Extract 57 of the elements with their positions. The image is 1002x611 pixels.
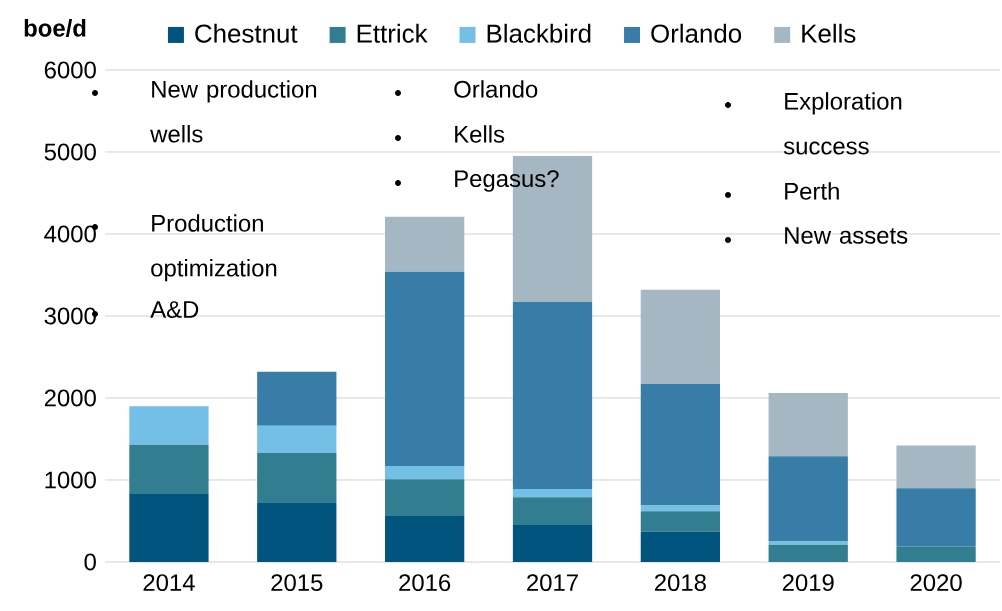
bar — [896, 488, 976, 547]
legend-label: Kells — [802, 23, 856, 43]
annotation: New assets — [785, 227, 908, 244]
bar — [257, 502, 337, 562]
bar — [640, 511, 720, 532]
bar — [385, 216, 465, 272]
y-tick-label: 6000 — [44, 61, 96, 79]
bar — [385, 466, 465, 480]
bar — [129, 493, 209, 562]
x-tick-label: 2018 — [654, 574, 706, 592]
annotation: Production optimization — [151, 214, 277, 282]
bar — [257, 452, 337, 503]
x-tick-label: 2014 — [143, 574, 195, 592]
legend-label: Chestnut — [195, 23, 298, 43]
x-tick-label: 2020 — [910, 574, 962, 592]
bar — [640, 531, 720, 562]
y-tick-label: 2000 — [44, 389, 96, 407]
bar — [640, 505, 720, 512]
bar — [385, 479, 465, 517]
bar — [512, 525, 593, 562]
annotation: Pegasus? — [455, 170, 559, 192]
bar — [768, 541, 848, 545]
y-tick-label: 4000 — [44, 225, 96, 243]
annotation: New production wells — [150, 80, 317, 143]
y-tick-label: 5000 — [44, 143, 96, 161]
bar — [385, 271, 465, 467]
bar — [257, 371, 337, 426]
annotation: A&D — [150, 301, 199, 318]
bar — [896, 546, 976, 562]
bar — [385, 516, 465, 562]
y-tick-label: 3000 — [44, 307, 96, 325]
bar — [257, 425, 337, 453]
x-tick-label: 2019 — [782, 574, 834, 592]
bar — [512, 302, 593, 489]
y-tick-label: 1000 — [45, 471, 96, 489]
x-tick-label: 2017 — [527, 574, 578, 592]
legend-label: Orlando — [651, 23, 742, 43]
annotation: Exploration success — [783, 92, 902, 155]
y-tick-label: 0 — [84, 553, 96, 571]
bar — [512, 489, 593, 498]
bar — [768, 393, 848, 457]
bar — [768, 456, 848, 542]
bar — [512, 497, 593, 526]
bar — [129, 406, 209, 445]
legend-label: Ettrick — [357, 23, 428, 43]
y-axis-title: boe/d — [24, 19, 86, 37]
bar — [640, 289, 720, 385]
bar — [640, 384, 720, 506]
annotation: Orlando — [454, 80, 538, 98]
annotation: Kells — [455, 125, 505, 143]
x-tick-label: 2016 — [399, 574, 451, 592]
bar — [768, 544, 848, 562]
bar — [896, 445, 976, 489]
bar — [129, 444, 209, 494]
annotation: Perth — [785, 182, 839, 200]
x-tick-label: 2015 — [271, 574, 323, 592]
legend-label: Blackbird — [487, 23, 591, 43]
